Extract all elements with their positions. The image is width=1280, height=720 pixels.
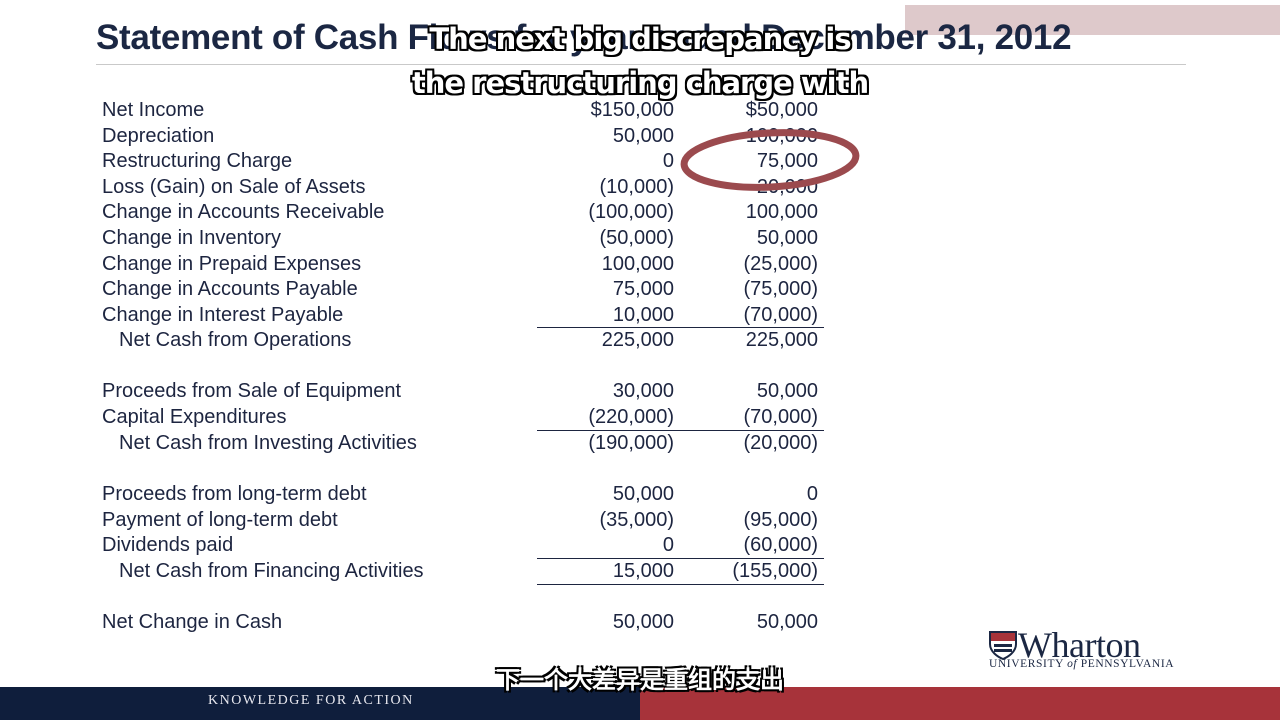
subtotal-rule <box>537 558 824 559</box>
row-value-col1: 15,000 <box>612 560 674 582</box>
row-value-col1: 50,000 <box>612 125 674 147</box>
row-value-col2: $50,000 <box>745 99 818 121</box>
row-value-col2: 0 <box>806 483 818 505</box>
row-value-col2: 50,000 <box>756 380 818 402</box>
wharton-logo: Wharton UNIVERSITY of PENNSYLVANIA <box>988 625 1193 674</box>
total-rule <box>537 584 824 585</box>
slide-title: Statement of Cash Flows for year ended D… <box>96 18 1072 57</box>
row-value-col1: $150,000 <box>590 99 674 121</box>
footer-tagline: KNOWLEDGE FOR ACTION <box>208 693 414 708</box>
subtotal-rule <box>537 430 824 431</box>
row-value-col2: (20,000) <box>743 432 819 454</box>
table-row: Change in Accounts Receivable (100,000) … <box>0 200 1280 225</box>
table-row: Change in Interest Payable 10,000 (70,00… <box>0 303 1280 328</box>
row-label: Dividends paid <box>102 534 234 556</box>
row-label: Change in Accounts Receivable <box>102 201 385 223</box>
footer-bar-navy <box>0 687 640 720</box>
row-value-col1: 10,000 <box>612 304 674 326</box>
row-label: Depreciation <box>102 125 215 147</box>
logo-university: UNIVERSITY of PENNSYLVANIA <box>989 658 1175 670</box>
row-label: Payment of long-term debt <box>102 509 338 531</box>
footer-bar-crimson <box>640 687 1280 720</box>
table-row: Proceeds from Sale of Equipment 30,000 5… <box>0 379 1280 404</box>
penn-shield-icon <box>989 631 1017 660</box>
table-row: Capital Expenditures (220,000) (70,000) <box>0 405 1280 430</box>
row-label: Loss (Gain) on Sale of Assets <box>102 176 366 198</box>
row-label: Restructuring Charge <box>102 150 293 172</box>
row-value-col2: 100,000 <box>745 201 818 223</box>
row-value-col1: 225,000 <box>601 329 674 351</box>
row-value-col2: (75,000) <box>743 278 819 300</box>
row-label: Proceeds from long-term debt <box>102 483 367 505</box>
row-value-col2: (70,000) <box>743 406 819 428</box>
row-value-col2: (95,000) <box>743 509 819 531</box>
table-row-total: Net Cash from Financing Activities 15,00… <box>0 559 1280 584</box>
table-row: Dividends paid 0 (60,000) <box>0 533 1280 558</box>
row-value-col1: (220,000) <box>588 406 674 428</box>
row-value-col1: 30,000 <box>612 380 674 402</box>
row-value-col1: 50,000 <box>612 611 674 633</box>
row-value-col1: (190,000) <box>588 432 674 454</box>
row-value-col2: (70,000) <box>743 304 819 326</box>
table-row: Proceeds from long-term debt 50,000 0 <box>0 482 1280 507</box>
table-row-total: Net Cash from Operations 225,000 225,000 <box>0 328 1280 353</box>
row-label: Net Cash from Investing Activities <box>119 432 417 454</box>
row-value-col1: (100,000) <box>588 201 674 223</box>
row-value-col2: 50,000 <box>756 227 818 249</box>
logo-wordmark: Wharton <box>1018 625 1141 665</box>
row-value-col2: 225,000 <box>745 329 818 351</box>
subtotal-rule <box>537 327 824 328</box>
table-row-total: Net Cash from Investing Activities (190,… <box>0 431 1280 456</box>
row-value-col2: 50,000 <box>756 611 818 633</box>
corner-highlight-box <box>905 5 1280 35</box>
subtitle-chinese: 下一个大差异是重组的支出 <box>496 666 784 694</box>
row-value-col1: 0 <box>662 534 674 556</box>
row-label: Net Cash from Operations <box>119 329 352 351</box>
row-label: Change in Interest Payable <box>102 304 344 326</box>
row-label: Change in Prepaid Expenses <box>102 253 362 275</box>
table-row: Payment of long-term debt (35,000) (95,0… <box>0 508 1280 533</box>
row-value-col2: (60,000) <box>743 534 819 556</box>
row-value-col2: (25,000) <box>743 253 819 275</box>
table-row: Change in Inventory (50,000) 50,000 <box>0 226 1280 251</box>
table-row-grand-total: Net Change in Cash 50,000 50,000 <box>0 610 1280 635</box>
row-label: Net Cash from Financing Activities <box>119 560 424 582</box>
table-row: Change in Prepaid Expenses 100,000 (25,0… <box>0 252 1280 277</box>
row-value-col2: (155,000) <box>732 560 818 582</box>
row-label: Proceeds from Sale of Equipment <box>102 380 402 402</box>
row-value-col1: (35,000) <box>599 509 675 531</box>
row-label: Net Income <box>102 99 205 121</box>
row-value-col1: (10,000) <box>599 176 675 198</box>
table-row: Loss (Gain) on Sale of Assets (10,000) 2… <box>0 175 1280 200</box>
row-value-col1: 75,000 <box>612 278 674 300</box>
row-label: Change in Accounts Payable <box>102 278 358 300</box>
row-value-col2: 75,000 <box>756 150 818 172</box>
table-row: Change in Accounts Payable 75,000 (75,00… <box>0 277 1280 302</box>
subtitle-line-1: The next big discrepancy is <box>429 22 851 56</box>
row-label: Capital Expenditures <box>102 406 287 428</box>
row-label: Change in Inventory <box>102 227 282 249</box>
row-value-col1: 100,000 <box>601 253 674 275</box>
table-row: Net Income $150,000 $50,000 <box>0 98 1280 123</box>
row-value-col1: (50,000) <box>599 227 675 249</box>
subtitle-line-2: the restructuring charge with <box>411 66 869 100</box>
row-value-col1: 50,000 <box>612 483 674 505</box>
title-divider <box>96 64 1186 65</box>
table-row: Restructuring Charge 0 75,000 <box>0 149 1280 174</box>
row-label: Net Change in Cash <box>102 611 283 633</box>
row-value-col1: 0 <box>662 150 674 172</box>
